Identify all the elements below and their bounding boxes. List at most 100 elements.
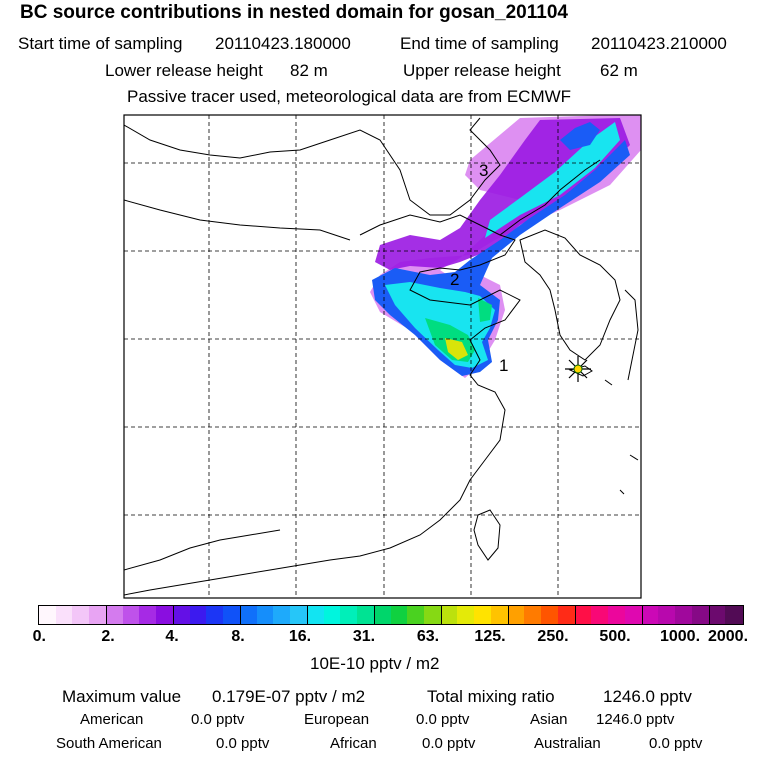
total-mixing-label: Total mixing ratio xyxy=(427,687,555,706)
map-frame xyxy=(123,114,642,599)
contrib-name-american: American xyxy=(80,711,144,728)
colorbar-segment xyxy=(172,606,191,624)
contrib-value-african: 0.0 pptv xyxy=(422,735,476,752)
lower-release-value: 82 m xyxy=(290,61,328,80)
colorbar-segment xyxy=(708,606,726,624)
colorbar-segment xyxy=(206,606,224,624)
tracer-info: Passive tracer used, meteorological data… xyxy=(127,87,572,106)
colorbar-tick-label: 250. xyxy=(537,628,569,645)
figure-title: BC source contributions in nested domain… xyxy=(20,2,568,23)
colorbar-segment xyxy=(490,606,509,624)
colorbar-segment xyxy=(72,606,90,624)
colorbar-segment xyxy=(725,606,743,624)
marker-3: 3 xyxy=(479,161,488,180)
start-time-label: Start time of sampling xyxy=(18,34,183,53)
marker-1: 1 xyxy=(499,356,508,375)
colorbar-tick-label: 63. xyxy=(416,628,440,645)
colorbar-segment xyxy=(440,606,459,624)
contrib-value-european: 0.0 pptv xyxy=(416,711,470,728)
coastline-taiwan xyxy=(473,509,501,561)
contrib-value-american: 0.0 pptv xyxy=(191,711,245,728)
plume-green-band xyxy=(425,298,492,362)
colorbar-segment xyxy=(474,606,492,624)
coastline-japan xyxy=(604,289,639,495)
colorbar-segment xyxy=(122,606,141,624)
lower-release-label: Lower release height xyxy=(105,61,263,80)
colorbar-segment xyxy=(89,606,107,624)
colorbar-segment xyxy=(624,606,643,624)
colorbar-segment xyxy=(256,606,274,624)
colorbar-segment xyxy=(641,606,659,624)
colorbar-segment xyxy=(189,606,207,624)
border-south xyxy=(124,529,281,571)
contrib-name-south-american: South American xyxy=(56,735,162,752)
contrib-value-asian: 1246.0 pptv xyxy=(596,711,675,728)
colorbar-tick-label: 0. xyxy=(32,628,47,645)
colorbar xyxy=(38,605,744,625)
colorbar-segment xyxy=(608,606,626,624)
colorbar-tick-label: 2000. xyxy=(707,628,749,645)
plume-blue-streak xyxy=(560,122,600,150)
contrib-value-south-american: 0.0 pptv xyxy=(216,735,270,752)
colorbar-unit: 10E-10 pptv / m2 xyxy=(310,654,440,673)
border-inner xyxy=(124,199,351,241)
colorbar-tick-label: 31. xyxy=(352,628,376,645)
plume-cyan-band xyxy=(385,122,620,368)
colorbar-segment xyxy=(541,606,559,624)
colorbar-segment xyxy=(557,606,576,624)
coastline-china-north xyxy=(124,117,501,216)
colorbar-segment xyxy=(340,606,358,624)
contrib-name-european: European xyxy=(304,711,370,728)
colorbar-segment xyxy=(357,606,375,624)
colorbar-segment xyxy=(691,606,710,624)
max-value-label: Maximum value xyxy=(62,687,182,706)
colorbar-segment xyxy=(290,606,308,624)
contrib-name-african: African xyxy=(330,735,377,752)
colorbar-segment xyxy=(223,606,241,624)
colorbar-segment xyxy=(239,606,258,624)
plume-purple-band xyxy=(375,118,630,270)
colorbar-segment xyxy=(407,606,425,624)
max-value: 0.179E-07 pptv / m2 xyxy=(212,687,366,706)
colorbar-segment xyxy=(457,606,475,624)
colorbar-tick-label: 16. xyxy=(288,628,312,645)
colorbar-segment xyxy=(591,606,609,624)
plume-yellow-core xyxy=(445,338,468,360)
marker-2: 2 xyxy=(450,270,459,289)
colorbar-segment xyxy=(658,606,676,624)
colorbar-tick-label: 2. xyxy=(101,628,115,645)
colorbar-segment xyxy=(105,606,124,624)
colorbar-segment xyxy=(524,606,542,624)
colorbar-segment xyxy=(373,606,392,624)
colorbar-segment xyxy=(55,606,74,624)
upper-release-value: 62 m xyxy=(600,61,638,80)
colorbar-tick-label: 500. xyxy=(599,628,631,645)
border-china-korea xyxy=(499,159,601,236)
colorbar-segment xyxy=(507,606,525,624)
end-time-value: 20110423.210000 xyxy=(591,34,727,53)
start-time-value: 20110423.180000 xyxy=(215,34,351,53)
colorbar-segment xyxy=(273,606,291,624)
receptor-star-icon xyxy=(565,356,591,382)
colorbar-tick-label: 125. xyxy=(474,628,506,645)
map-grid xyxy=(124,115,641,598)
contrib-name-australian: Australian xyxy=(534,735,601,752)
coastline-bohai xyxy=(124,214,521,596)
colorbar-tick-label: 8. xyxy=(231,628,245,645)
contrib-value-australian: 0.0 pptv xyxy=(649,735,703,752)
colorbar-segment xyxy=(139,606,157,624)
end-time-label: End time of sampling xyxy=(400,34,559,53)
colorbar-tick-label: 4. xyxy=(165,628,179,645)
contrib-name-asian: Asian xyxy=(530,711,568,728)
colorbar-segment xyxy=(306,606,325,624)
colorbar-segment xyxy=(156,606,174,624)
colorbar-segment xyxy=(423,606,442,624)
total-mixing-value: 1246.0 pptv xyxy=(603,687,692,706)
colorbar-segment xyxy=(574,606,592,624)
colorbar-segment xyxy=(675,606,693,624)
colorbar-segment xyxy=(323,606,341,624)
colorbar-tick-label: 1000. xyxy=(659,628,701,645)
colorbar-segment xyxy=(39,606,57,624)
coastlines xyxy=(124,117,639,596)
